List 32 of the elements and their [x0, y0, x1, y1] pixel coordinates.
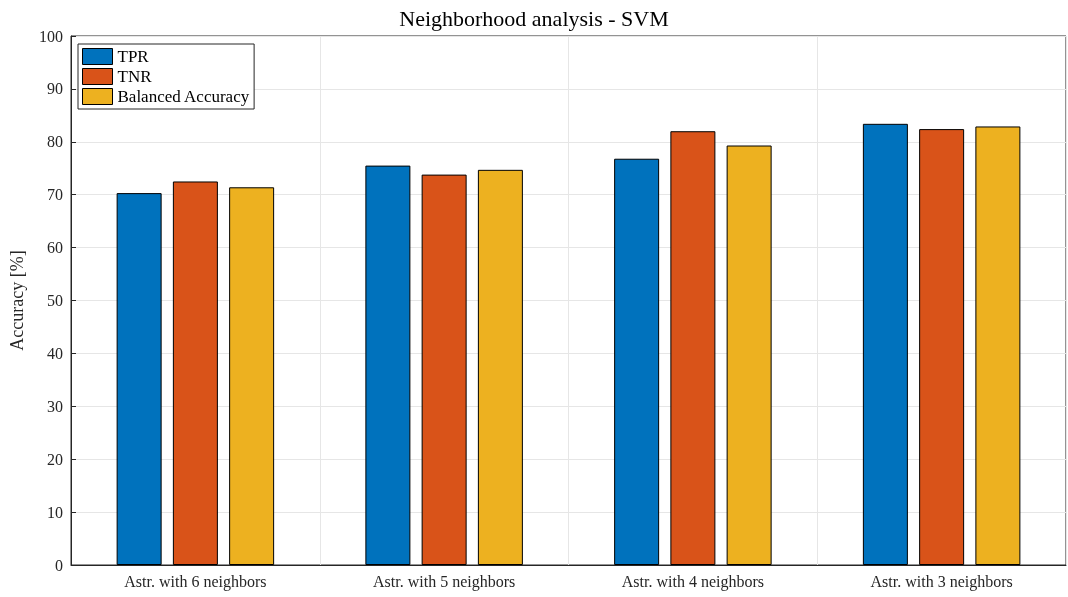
y-tick-label: 90 [47, 80, 63, 98]
y-tick-label: 30 [47, 397, 63, 415]
bar [726, 145, 772, 565]
bar [421, 174, 467, 565]
y-tick-label: 40 [47, 344, 63, 362]
bar [477, 169, 523, 565]
x-tick-label: Astr. with 3 neighbors [870, 572, 1013, 591]
legend-label: Balanced Accuracy [117, 87, 250, 106]
y-tick-label: 50 [47, 292, 63, 309]
bar [670, 131, 716, 565]
bar [229, 187, 275, 565]
bar [172, 181, 218, 565]
legend-label: TNR [117, 67, 153, 86]
y-tick-label: 80 [47, 133, 63, 151]
y-tick-label: 70 [47, 186, 63, 204]
y-axis-title: Accuracy [%] [7, 250, 27, 351]
bar [862, 123, 908, 565]
y-tick-label: 100 [39, 27, 63, 45]
y-tick-label: 0 [55, 556, 63, 574]
x-tick-label: Astr. with 6 neighbors [124, 572, 267, 591]
y-tick-label: 10 [47, 503, 63, 521]
chart-title: Neighborhood analysis - SVM [399, 5, 669, 31]
bar [614, 158, 660, 565]
y-tick-label: 60 [47, 239, 63, 257]
bar [919, 129, 965, 565]
legend-label: TPR [117, 47, 150, 66]
bar [975, 126, 1021, 565]
bar [116, 193, 162, 565]
x-tick-label: Astr. with 5 neighbors [373, 572, 516, 591]
x-tick-label: Astr. with 4 neighbors [621, 572, 764, 591]
y-tick-label: 20 [47, 450, 63, 468]
bar [365, 165, 411, 565]
